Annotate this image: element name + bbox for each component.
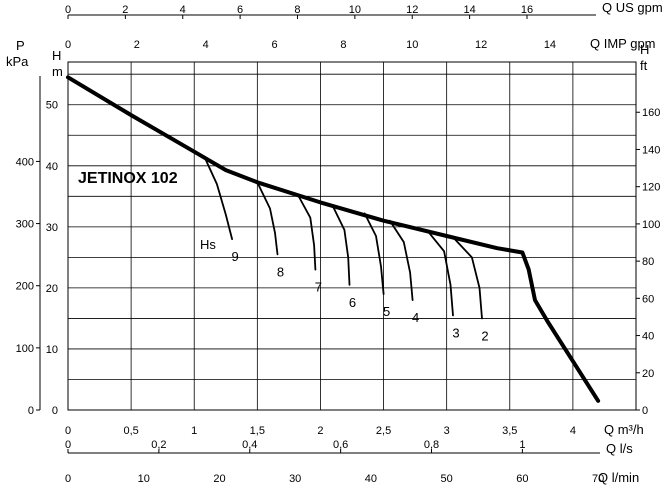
- m3h-tick-label: 3,5: [502, 425, 517, 437]
- lmin-tick-label: 40: [365, 473, 377, 485]
- suction-curve-label-7: 7: [315, 280, 322, 295]
- h-m-tick-label: 20: [46, 283, 58, 295]
- m3h-tick-label: 0,5: [123, 425, 138, 437]
- suction-curve-6: [332, 205, 351, 286]
- ls-tick-label: 0,2: [151, 439, 166, 451]
- kpa-tick-label: 300: [16, 219, 34, 231]
- us-gpm-tick-label: 14: [463, 4, 475, 16]
- imp-gpm-tick-label: 12: [475, 39, 487, 51]
- ft-tick-label: 140: [642, 144, 660, 156]
- hs-prefix-label: Hs: [200, 237, 216, 252]
- kpa-tick-label: 100: [16, 343, 34, 355]
- suction-curve-label-6: 6: [349, 295, 356, 310]
- m3h-tick-label: 3: [444, 425, 450, 437]
- us-gpm-tick-label: 8: [294, 4, 300, 16]
- h-m-tick-label: 10: [46, 344, 58, 356]
- m3h-tick-label: 2: [317, 425, 323, 437]
- lmin-tick-label: 0: [65, 473, 71, 485]
- us-gpm-tick-label: 12: [406, 4, 418, 16]
- h-m-axis-label-h: H: [52, 48, 61, 63]
- us-gpm-tick-label: 6: [237, 4, 243, 16]
- imp-gpm-tick-label: 4: [203, 39, 209, 51]
- us-gpm-tick-label: 16: [521, 4, 533, 16]
- ft-tick-label: 40: [642, 331, 654, 343]
- kpa-tick-label: 200: [16, 281, 34, 293]
- h-m-tick-label: 0: [52, 405, 58, 417]
- h-m-axis-label-unit: m: [52, 64, 63, 79]
- ft-tick-label: 120: [642, 182, 660, 194]
- suction-curve-9: [203, 155, 233, 240]
- suction-curve-label-9: 9: [231, 249, 238, 264]
- lmin-tick-label: 10: [138, 473, 150, 485]
- imp-gpm-tick-label: 2: [134, 39, 140, 51]
- kpa-tick-label: 0: [28, 405, 34, 417]
- ft-tick-label: 160: [642, 107, 660, 119]
- lmin-tick-label: 20: [213, 473, 225, 485]
- m3h-tick-label: 2,5: [376, 425, 391, 437]
- lmin-tick-label: 30: [289, 473, 301, 485]
- suction-curve-8: [256, 181, 279, 256]
- lmin-tick-label: 50: [441, 473, 453, 485]
- us-gpm-tick-label: 0: [65, 4, 71, 16]
- imp-gpm-tick-label: 14: [544, 39, 556, 51]
- lmin-axis-label: Q l/min: [598, 470, 639, 485]
- m3h-tick-label: 0: [65, 425, 71, 437]
- suction-curve-label-3: 3: [452, 325, 459, 340]
- ft-tick-label: 20: [642, 368, 654, 380]
- h-m-tick-label: 50: [46, 100, 58, 112]
- suction-curve-2: [452, 236, 483, 320]
- suction-curve-4: [389, 219, 414, 301]
- ft-tick-label: 80: [642, 256, 654, 268]
- imp-gpm-tick-label: 6: [271, 39, 277, 51]
- curves: 9 8 7 6 5 4 3 2: [66, 75, 601, 403]
- ls-tick-label: 0,6: [333, 439, 348, 451]
- imp-gpm-tick-label: 0: [65, 39, 71, 51]
- suction-curve-3: [426, 230, 454, 317]
- ft-tick-label: 60: [642, 293, 654, 305]
- imp-gpm-axis-label: Q IMP gpm: [590, 36, 656, 51]
- ft-tick-label: 0: [642, 405, 648, 417]
- us-gpm-tick-label: 2: [122, 4, 128, 16]
- ls-axis-label: Q l/s: [606, 441, 633, 456]
- ft-axis-label-h: H: [640, 42, 649, 57]
- grid: [67, 62, 636, 410]
- h-m-tick-label: 40: [46, 161, 58, 173]
- plot-frame: [67, 61, 637, 411]
- us-gpm-tick-label: 4: [180, 4, 186, 16]
- main-performance-curve: [66, 75, 601, 403]
- imp-gpm-tick-label: 10: [406, 39, 418, 51]
- ls-tick-label: 1: [519, 439, 525, 451]
- imp-gpm-tick-label: 8: [340, 39, 346, 51]
- suction-curve-5: [363, 212, 385, 295]
- lmin-tick-label: 70: [592, 473, 604, 485]
- suction-curve-label-4: 4: [412, 310, 419, 325]
- ft-tick-label: 100: [642, 219, 660, 231]
- suction-curve-label-8: 8: [277, 264, 284, 279]
- suction-curve-label-5: 5: [383, 304, 390, 319]
- ls-tick-label: 0,8: [424, 439, 439, 451]
- m3h-tick-label: 1: [191, 425, 197, 437]
- ls-tick-label: 0,4: [242, 439, 257, 451]
- us-gpm-axis-label: Q US gpm: [602, 0, 663, 15]
- suction-curve-label-2: 2: [481, 328, 488, 343]
- m3h-axis-label: Q m³/h: [604, 422, 644, 437]
- ls-tick-label: 0: [65, 439, 71, 451]
- ft-axis-label-unit: ft: [640, 58, 648, 73]
- lmin-tick-label: 60: [516, 473, 528, 485]
- suction-curve-7: [296, 193, 317, 271]
- m3h-tick-label: 1,5: [250, 425, 265, 437]
- us-gpm-tick-label: 10: [349, 4, 361, 16]
- chart-title: JETINOX 102: [78, 170, 178, 187]
- h-m-tick-label: 30: [46, 222, 58, 234]
- kpa-tick-label: 400: [16, 156, 34, 168]
- kpa-axis-label-p: P: [16, 38, 25, 53]
- m3h-tick-label: 4: [570, 425, 576, 437]
- kpa-axis-label-unit: kPa: [6, 54, 29, 69]
